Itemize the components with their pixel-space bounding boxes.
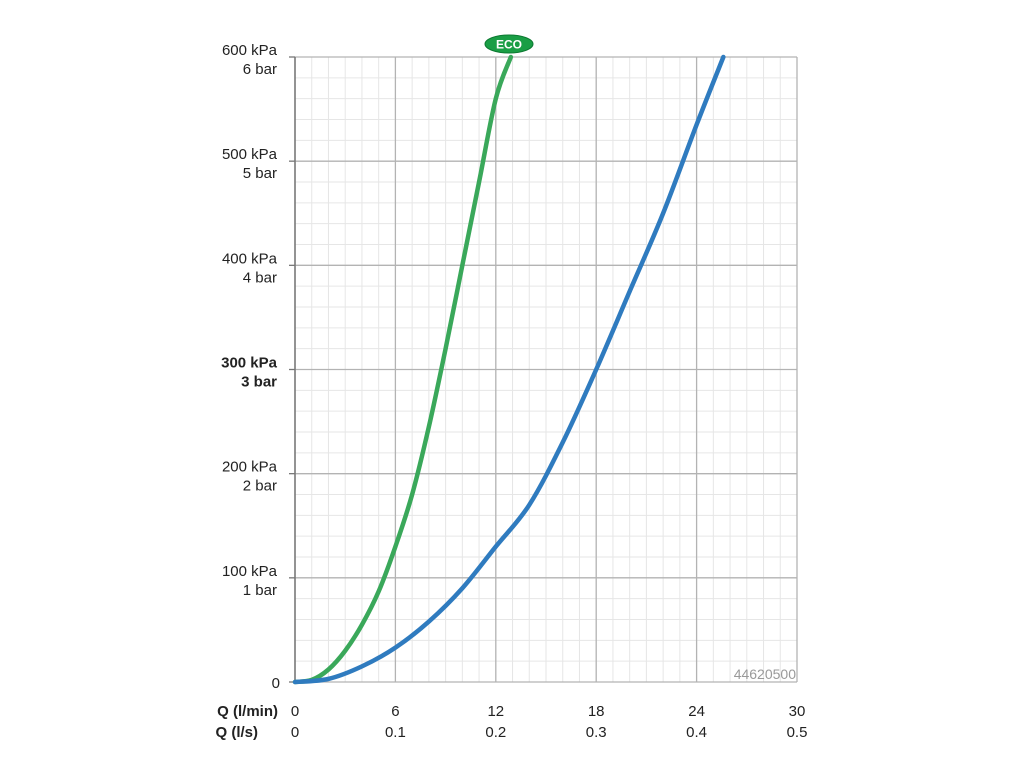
y-tick-label-bar: 1 bar — [243, 582, 277, 599]
x-tick-label-ls: 0.4 — [686, 724, 707, 741]
x-tick-label-lmin: 30 — [789, 703, 806, 720]
series-line-2 — [292, 54, 726, 685]
y-tick-label-kpa: 100 kPa — [222, 563, 278, 580]
y-axis-labels: 0 100 kPa 1 bar 200 kPa 2 bar 300 kPa 3 bar 400… — [221, 42, 280, 692]
watermark-code: 44620500 — [734, 666, 797, 682]
y-tick-label-bar: 5 bar — [243, 165, 277, 182]
x-tick-label-ls: 0.5 — [787, 724, 808, 741]
eco-badge-shape — [484, 34, 534, 54]
x-axis-labels: 0 0 6 0.1 12 0.2 18 0.3 24 0.4 30 0.5 — [291, 703, 808, 741]
series-line-1 — [292, 54, 514, 685]
x-tick-label-lmin: 24 — [688, 703, 705, 720]
eco-badge: ECO — [484, 34, 534, 54]
x-axis-label-secondary: Q (l/s) — [215, 724, 258, 741]
y-tick-label-bar: 6 bar — [243, 61, 277, 78]
y-tick-label-kpa: 500 kPa — [222, 146, 278, 163]
y-tick-label-kpa: 300 kPa — [221, 355, 278, 372]
y-tick-label-kpa: 200 kPa — [222, 459, 278, 476]
y-tick-label: 0 — [272, 675, 280, 692]
x-axis-label-primary: Q (l/min) — [217, 703, 278, 720]
x-tick-label-ls: 0 — [291, 724, 299, 741]
y-tick-label-kpa: 400 kPa — [222, 250, 278, 267]
major-grid — [289, 56, 798, 683]
x-tick-label-lmin: 18 — [588, 703, 605, 720]
y-tick-label-bar: 4 bar — [243, 269, 277, 286]
x-tick-label-lmin: 12 — [487, 703, 504, 720]
x-tick-label-ls: 0.3 — [586, 724, 607, 741]
eco-badge-text: ECO — [496, 38, 522, 52]
y-tick-label-bar: 2 bar — [243, 478, 277, 495]
x-tick-label-lmin: 0 — [291, 703, 299, 720]
x-tick-label-ls: 0.1 — [385, 724, 406, 741]
y-tick-label-kpa: 600 kPa — [222, 42, 278, 59]
x-tick-label-ls: 0.2 — [485, 724, 506, 741]
curves — [292, 54, 726, 685]
y-tick-label-bar: 3 bar — [241, 374, 277, 391]
x-tick-label-lmin: 6 — [391, 703, 399, 720]
